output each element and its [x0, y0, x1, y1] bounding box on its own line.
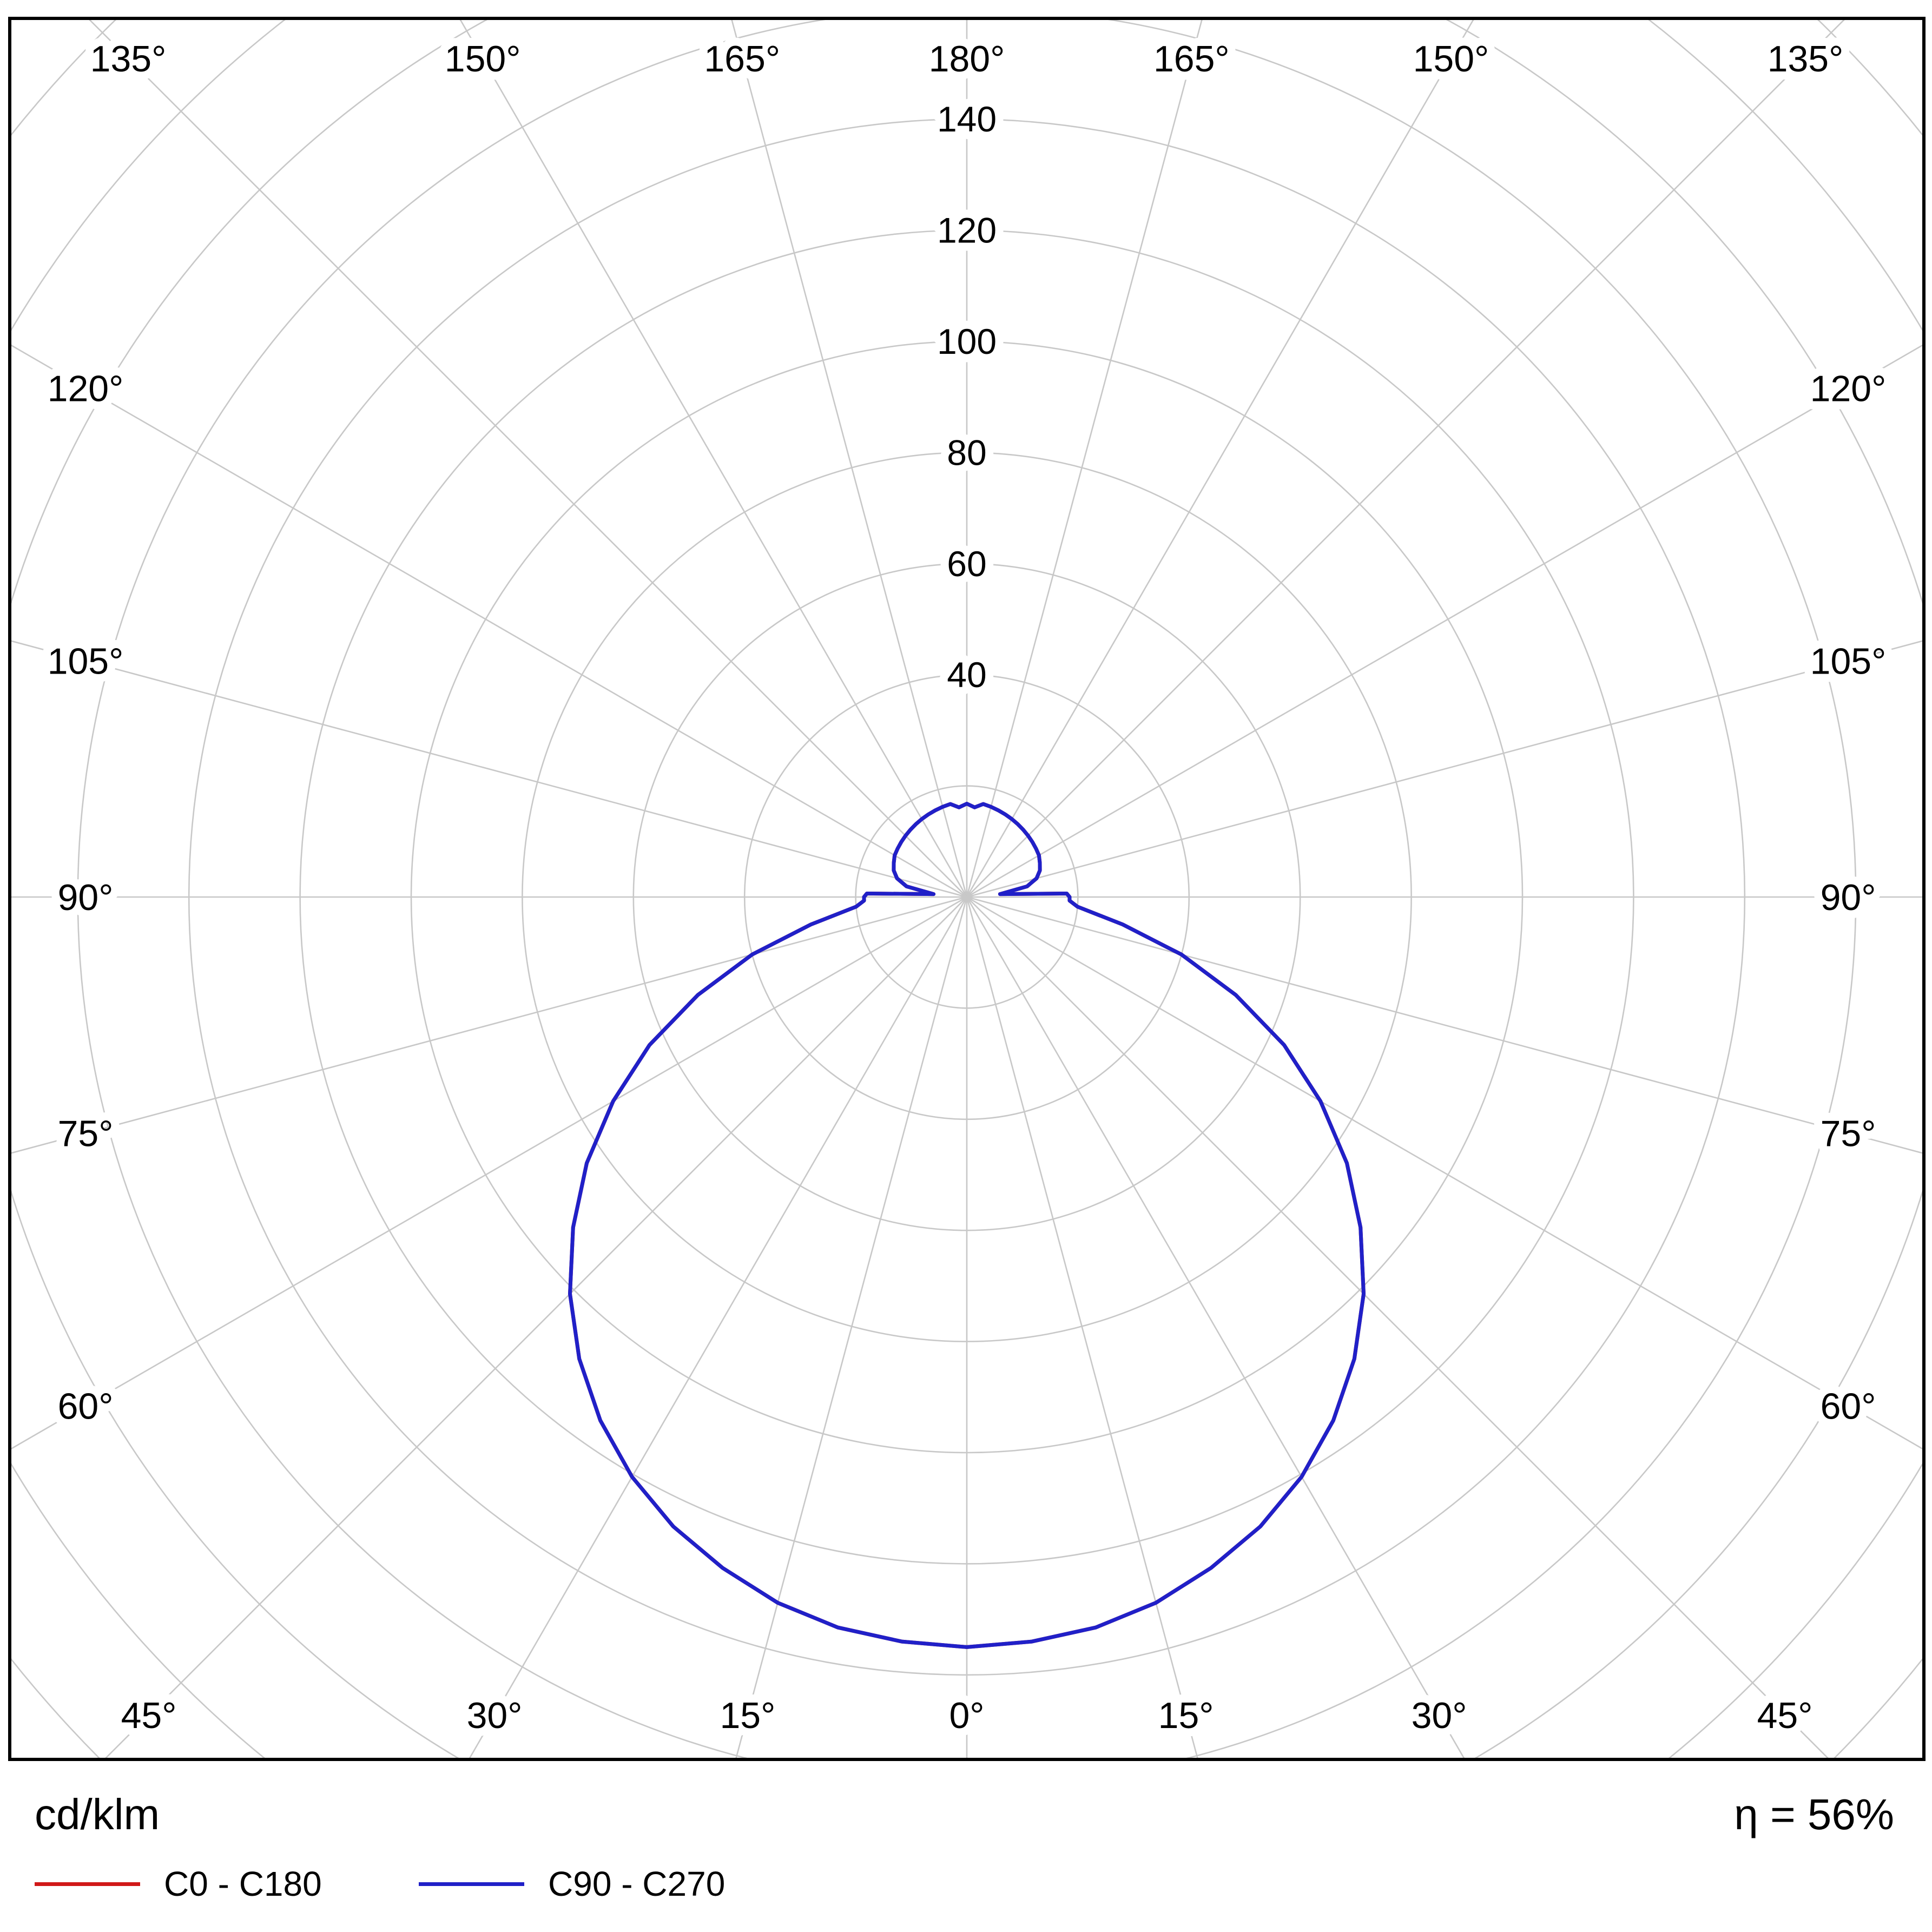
svg-text:180°: 180°	[929, 38, 1005, 80]
svg-text:135°: 135°	[1768, 38, 1844, 80]
svg-text:30°: 30°	[1412, 1695, 1467, 1736]
svg-text:90°: 90°	[1821, 877, 1876, 918]
legend-item-c90-c270: C90 - C270	[419, 1862, 725, 1905]
svg-text:140: 140	[937, 99, 997, 139]
svg-text:15°: 15°	[1158, 1695, 1214, 1736]
legend: C0 - C180 C90 - C270	[0, 1862, 1932, 1905]
intensity-curves	[568, 802, 1366, 1649]
svg-text:165°: 165°	[1153, 38, 1230, 80]
svg-text:120°: 120°	[1810, 368, 1887, 410]
svg-text:90°: 90°	[58, 877, 114, 918]
legend-line-red-icon	[35, 1882, 140, 1886]
svg-text:135°: 135°	[90, 38, 167, 80]
svg-text:120°: 120°	[48, 368, 124, 410]
svg-text:75°: 75°	[1821, 1113, 1876, 1155]
svg-text:150°: 150°	[1413, 38, 1489, 80]
svg-text:75°: 75°	[58, 1113, 114, 1155]
efficiency-label: η = 56%	[1734, 1790, 1894, 1838]
plot-border	[8, 17, 1926, 1761]
legend-label-c90-c270: C90 - C270	[548, 1864, 726, 1903]
svg-text:60: 60	[947, 544, 986, 584]
svg-text:45°: 45°	[121, 1695, 177, 1736]
svg-text:165°: 165°	[704, 38, 780, 80]
svg-text:105°: 105°	[1810, 641, 1887, 682]
svg-text:150°: 150°	[445, 38, 521, 80]
svg-text:120: 120	[937, 210, 997, 250]
svg-text:40: 40	[947, 655, 986, 695]
svg-text:60°: 60°	[58, 1386, 114, 1427]
svg-text:100: 100	[937, 321, 997, 361]
svg-text:105°: 105°	[48, 641, 124, 682]
legend-item-c0-c180: C0 - C180	[35, 1862, 322, 1905]
axis-labels: 0° 15° 15° 30° 30° 45° 45° 60° 60° 75° 75° 90° 90° 10…	[39, 30, 1895, 1744]
svg-text:60°: 60°	[1821, 1386, 1876, 1427]
legend-line-blue-icon	[419, 1882, 524, 1886]
units-label: cd/klm	[35, 1790, 160, 1838]
series-curve-1	[568, 802, 1366, 1649]
svg-text:15°: 15°	[720, 1695, 775, 1736]
svg-text:45°: 45°	[1757, 1695, 1813, 1736]
svg-text:30°: 30°	[467, 1695, 523, 1736]
svg-text:0°: 0°	[949, 1695, 984, 1736]
legend-label-c0-c180: C0 - C180	[164, 1864, 322, 1903]
svg-text:80: 80	[947, 432, 986, 472]
